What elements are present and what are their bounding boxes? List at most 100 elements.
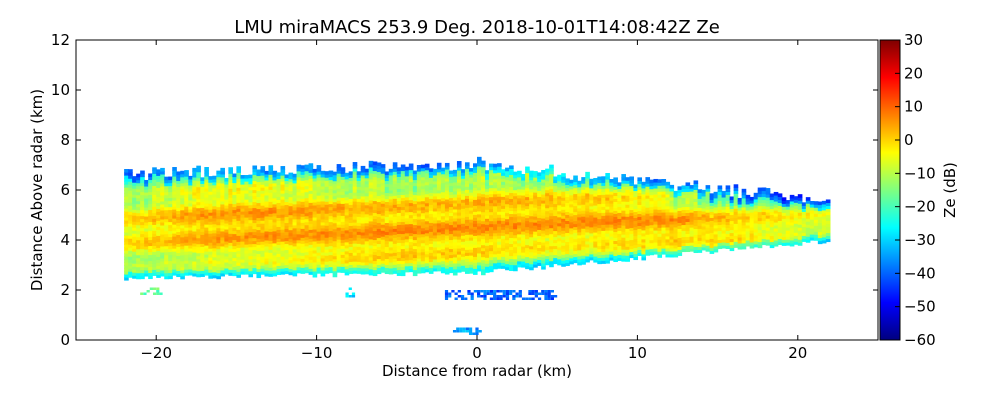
echo-cell (292, 260, 298, 265)
echo-cell (673, 211, 679, 216)
echo-cell (292, 248, 298, 253)
echo-cell (368, 202, 374, 207)
echo-cell (472, 229, 478, 233)
echo-cell (444, 168, 450, 173)
echo-cell (669, 217, 675, 222)
echo-cell (356, 171, 362, 175)
echo-cell (493, 187, 498, 192)
echo-cell (577, 192, 582, 197)
echo-cell (296, 224, 302, 229)
echo-cell (312, 228, 318, 233)
echo-cell (452, 202, 458, 207)
echo-cell (192, 200, 197, 205)
echo-cell (533, 255, 538, 259)
echo-cell (176, 267, 181, 272)
echo-cell (669, 205, 675, 210)
echo-cell (300, 189, 306, 193)
echo-cell (376, 237, 382, 242)
echo-cell (537, 250, 542, 254)
echo-cell (312, 246, 318, 251)
echo-cell (593, 192, 598, 197)
echo-cell (348, 237, 354, 241)
echo-cell (324, 207, 330, 211)
echo-cell (340, 191, 346, 195)
echo-cell (376, 165, 382, 170)
echo-cell (693, 189, 699, 194)
echo-cell (493, 223, 498, 228)
echo-cell (653, 184, 659, 189)
echo-cell (617, 242, 622, 246)
echo-cell (468, 222, 474, 226)
echo-cell (581, 237, 586, 241)
echo-cell (493, 253, 498, 258)
echo-cell (497, 265, 502, 269)
echo-cell (352, 201, 358, 205)
echo-cell (376, 180, 382, 185)
echo-cell (709, 232, 715, 236)
echo-cell (625, 252, 630, 256)
echo-cell (561, 173, 566, 177)
echo-cell (184, 230, 189, 234)
echo-cell (617, 203, 622, 207)
echo-cell (677, 249, 683, 253)
echo-cell (180, 260, 185, 265)
echo-cell (416, 222, 422, 226)
echo-cell (380, 257, 386, 261)
echo-cell (268, 210, 274, 214)
echo-cell (701, 207, 707, 212)
echo-cell (681, 185, 687, 190)
echo-cell (448, 170, 454, 175)
echo-cell (585, 255, 590, 260)
echo-cell (328, 218, 334, 223)
echo-cell (589, 190, 594, 195)
echo-cell (192, 191, 197, 196)
echo-cell (220, 242, 225, 247)
echo-cell (605, 236, 610, 240)
echo-cell (505, 167, 510, 172)
echo-cell (212, 211, 217, 216)
echo-cell (252, 213, 258, 218)
echo-cell (509, 231, 514, 236)
echo-cell (244, 202, 250, 206)
echo-cell (541, 193, 546, 198)
echo-cell (489, 217, 494, 222)
echo-cell (260, 196, 266, 200)
echo-cell (444, 207, 450, 212)
echo-cell (400, 266, 406, 271)
echo-cell (657, 212, 663, 216)
echo-cell (697, 207, 703, 211)
echo-cell (577, 213, 582, 218)
echo-cell (384, 213, 390, 218)
echo-cell (677, 252, 683, 256)
echo-cell (360, 240, 366, 245)
echo-cell (356, 186, 362, 190)
echo-cell (348, 228, 354, 232)
echo-cell (188, 229, 193, 234)
echo-cell (280, 193, 286, 197)
echo-cell (681, 221, 687, 226)
echo-cell (577, 261, 582, 266)
echo-cell (597, 254, 602, 259)
echo-cell (464, 228, 470, 232)
echo-cell (537, 229, 542, 233)
echo-cell (180, 275, 185, 280)
echo-cell (296, 203, 302, 208)
echo-cell (481, 172, 486, 177)
echo-cell (268, 255, 274, 259)
echo-cell (132, 266, 137, 270)
echo-cell (573, 256, 578, 261)
echo-cell (188, 253, 193, 258)
echo-cell (533, 204, 538, 208)
echo-cell (432, 168, 438, 173)
echo-cell (248, 255, 254, 260)
echo-cell (224, 237, 229, 242)
echo-cell (485, 233, 490, 237)
echo-cell (521, 209, 526, 214)
echo-cell (477, 237, 482, 242)
echo-cell (681, 209, 687, 214)
echo-cell (356, 225, 362, 229)
echo-cell (697, 210, 703, 214)
echo-cell (573, 211, 578, 216)
echo-cell (472, 247, 478, 251)
echo-cell (148, 263, 153, 268)
